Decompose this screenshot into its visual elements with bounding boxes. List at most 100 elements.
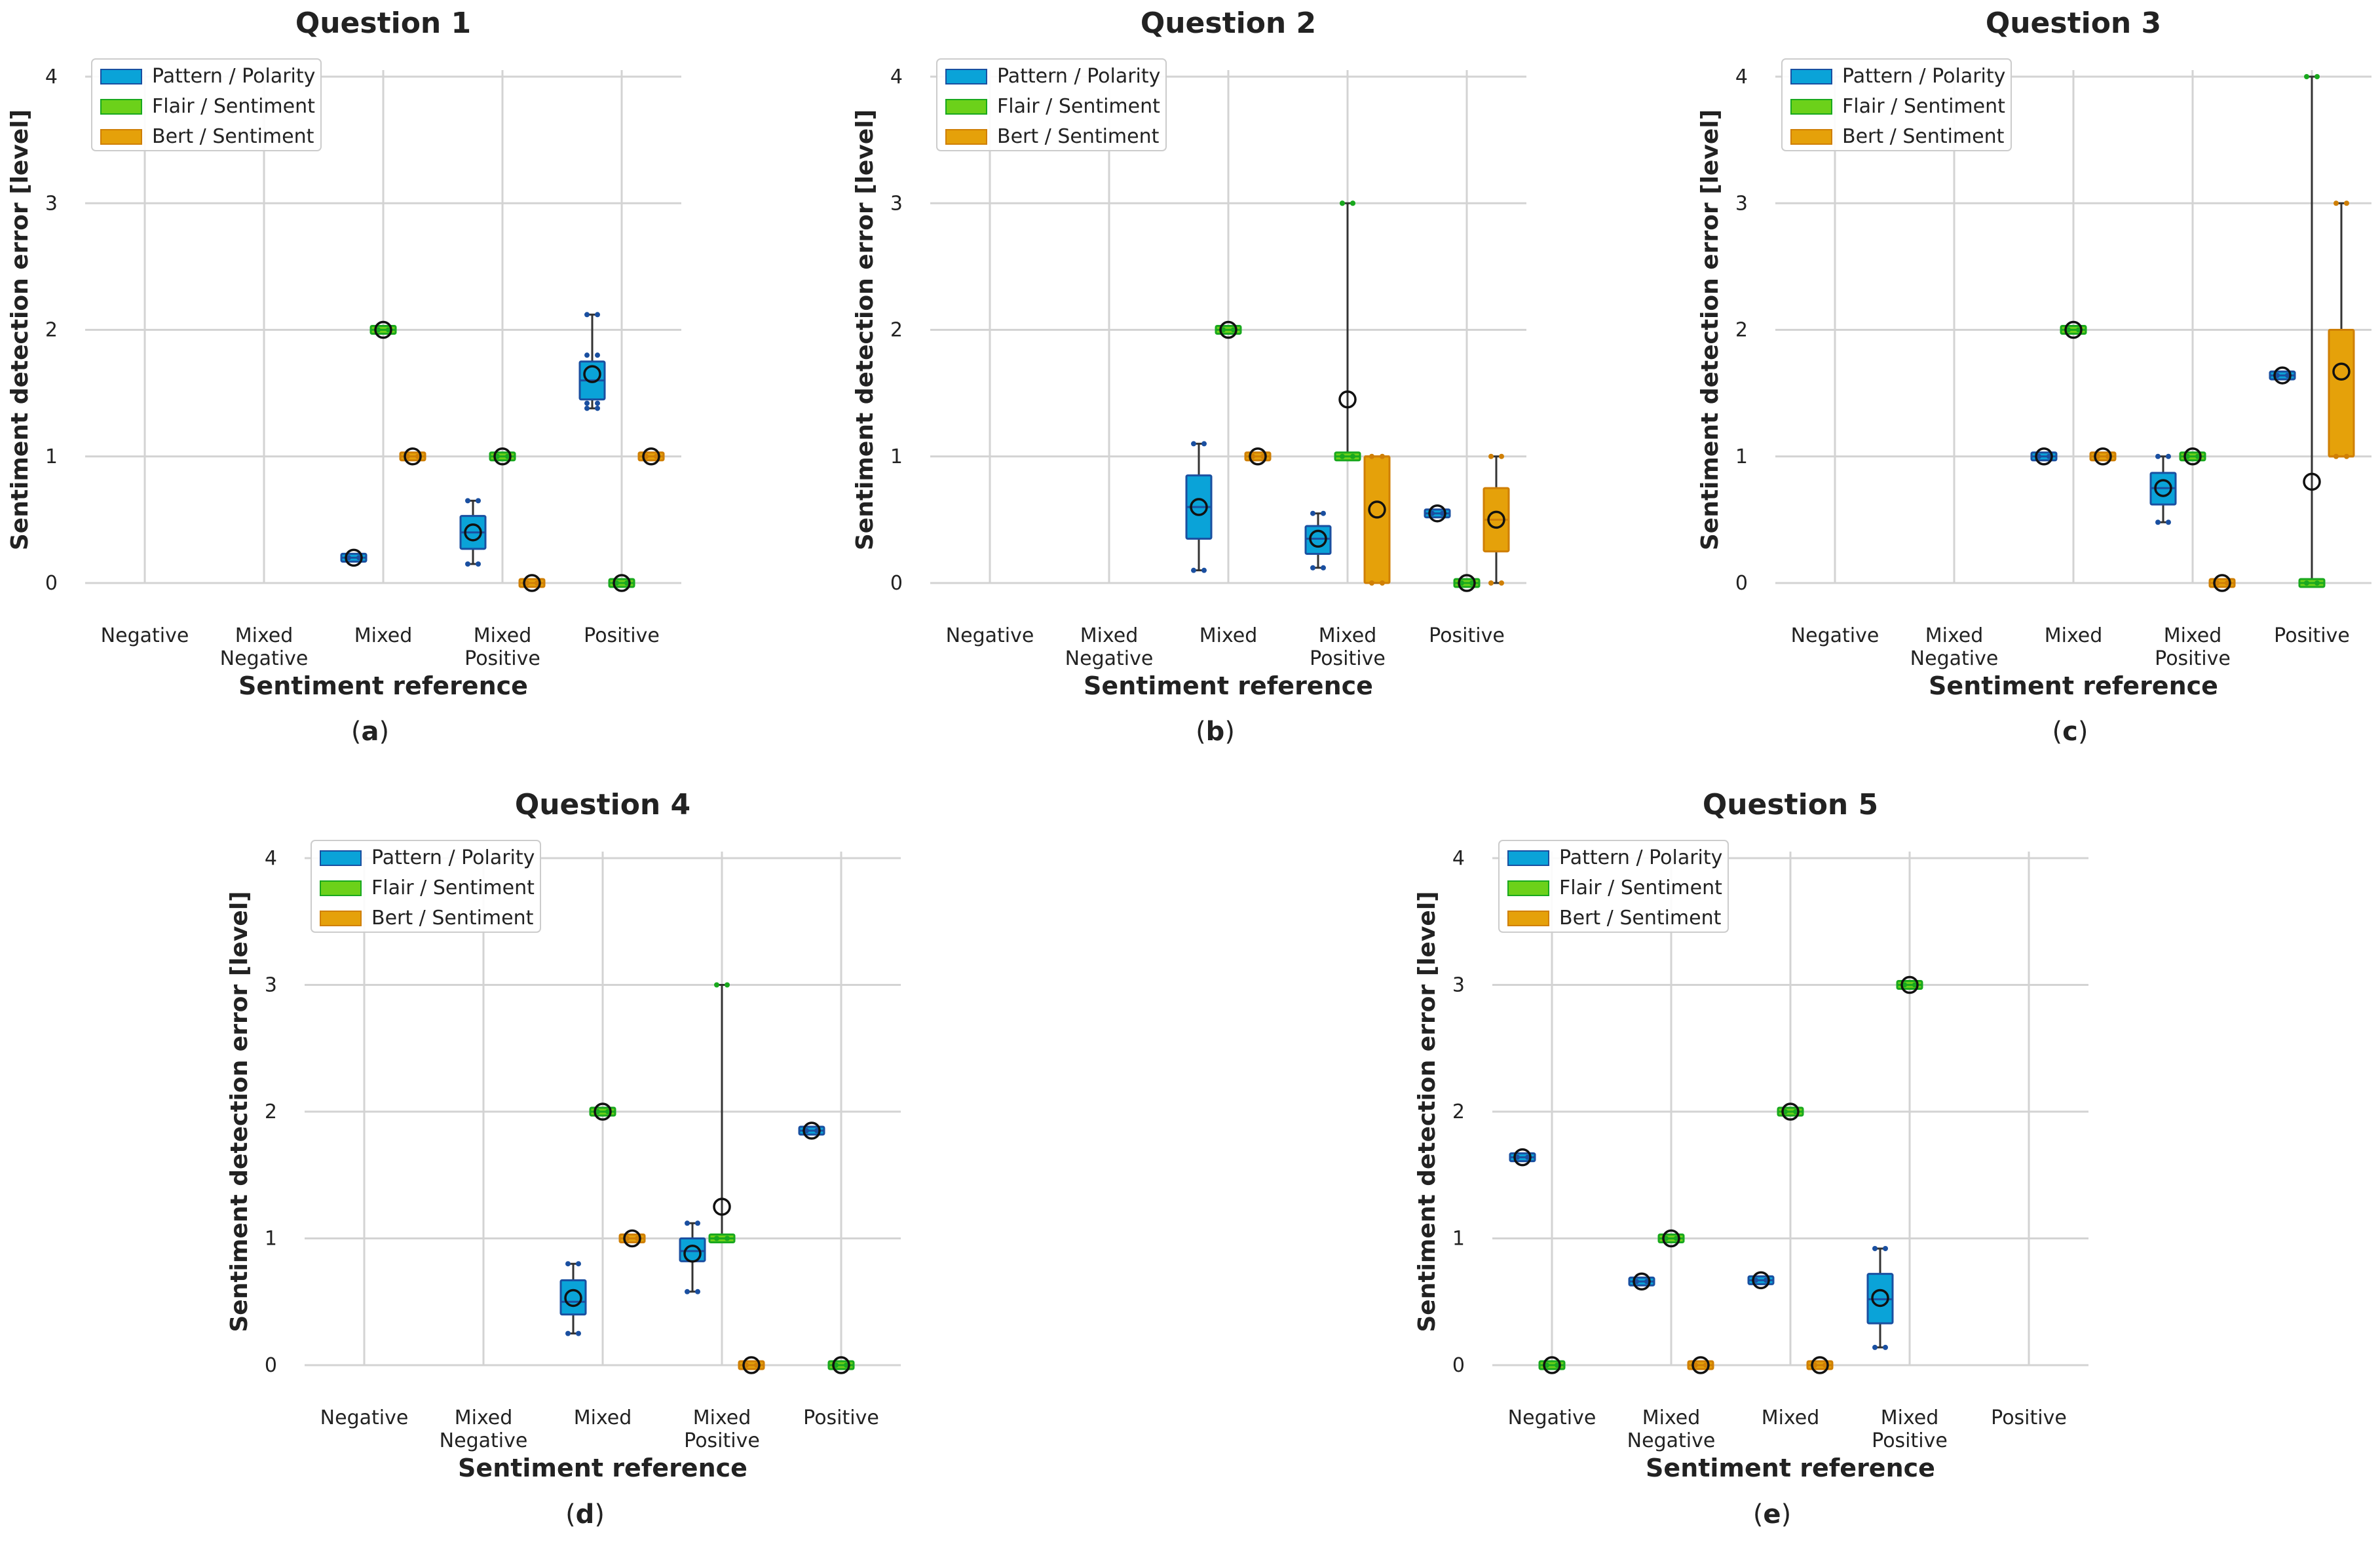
mean-marker	[1900, 975, 1919, 994]
data-point	[1488, 453, 1494, 459]
data-point	[643, 453, 649, 459]
mean-marker	[1811, 1356, 1829, 1374]
legend: Pattern / Polarity Flair / Sentiment Bert …	[1781, 58, 2012, 151]
legend-label: Flair / Sentiment	[371, 876, 535, 899]
box-2-3	[1363, 453, 1391, 586]
caption-close-paren: )	[2078, 717, 2088, 747]
legend-label: Pattern / Polarity	[371, 846, 535, 869]
y-tick-label: 3	[890, 192, 903, 215]
data-point	[1340, 453, 1345, 459]
data-point	[1764, 1277, 1769, 1283]
x-tick-label: Mixed	[574, 1406, 632, 1429]
mean-marker	[1338, 390, 1357, 409]
chart-title: Question 2	[1141, 7, 1316, 40]
panel-caption: (b)	[1196, 717, 1235, 747]
data-point	[754, 1363, 759, 1368]
box-1-3	[1334, 200, 1361, 462]
data-point	[495, 453, 500, 459]
x-tick-label: Positive	[684, 1429, 760, 1452]
data-point	[1220, 327, 1226, 333]
legend-swatch	[1790, 129, 1832, 145]
data-point	[725, 1235, 730, 1241]
data-point	[1634, 1279, 1639, 1285]
data-point	[386, 327, 391, 333]
legend-swatch	[100, 129, 142, 145]
data-point	[476, 561, 481, 567]
data-point	[1544, 1363, 1549, 1368]
mean-marker	[2213, 574, 2231, 592]
mean-marker	[2064, 320, 2083, 339]
box-1-3	[708, 982, 736, 1243]
mean-marker	[1752, 1271, 1770, 1290]
data-point	[524, 580, 529, 586]
data-point	[605, 1109, 611, 1114]
data-point	[2285, 373, 2290, 379]
data-point	[635, 1235, 640, 1241]
box-0-3	[2149, 453, 2177, 525]
legend-label: Bert / Sentiment	[1559, 907, 1722, 930]
legend-label: Flair / Sentiment	[152, 95, 315, 118]
data-point	[1380, 453, 1385, 459]
legend-swatch	[1790, 99, 1832, 115]
data-point	[1812, 1363, 1817, 1368]
x-tick-label: Positive	[1991, 1406, 2067, 1429]
x-tick-label: Negative	[101, 624, 189, 647]
data-point	[405, 453, 410, 459]
box-2-2	[399, 447, 426, 466]
data-point	[1260, 453, 1266, 459]
mean-marker	[623, 1229, 641, 1248]
data-point	[2106, 453, 2111, 459]
data-point	[595, 400, 600, 406]
data-point	[744, 1363, 749, 1368]
mean-marker	[493, 447, 512, 466]
mean-marker	[1428, 504, 1446, 523]
mean-marker	[2332, 362, 2351, 381]
legend-label: Pattern / Polarity	[1842, 65, 2005, 88]
y-axis-label: Sentiment detection error [level]	[226, 891, 253, 1332]
chart-title: Question 1	[295, 7, 471, 40]
data-point	[1883, 1245, 1888, 1251]
mean-marker	[2273, 366, 2292, 385]
y-tick-label: 4	[1735, 66, 1748, 88]
data-point	[1783, 1109, 1788, 1114]
data-point	[1499, 580, 1504, 586]
box-0-2	[559, 1261, 587, 1336]
x-axis-label: Sentiment reference	[238, 671, 528, 700]
legend-swatch	[1507, 911, 1549, 926]
data-point	[2155, 453, 2161, 459]
legend-swatch	[945, 69, 987, 85]
y-tick-label: 4	[1452, 847, 1465, 870]
x-tick-label: Mixed	[474, 624, 532, 647]
box-0-4	[798, 1121, 825, 1140]
data-point	[1350, 200, 1355, 206]
box-1-4	[1453, 574, 1481, 592]
caption-open-paren: (	[1196, 717, 1206, 747]
data-point	[1515, 1154, 1520, 1160]
data-point	[1793, 1109, 1798, 1114]
box-1-1	[1657, 1229, 1685, 1248]
legend-swatch	[100, 99, 142, 115]
data-point	[804, 1128, 809, 1134]
x-tick-label: Negative	[1508, 1406, 1596, 1429]
x-tick-label: Mixed	[235, 624, 293, 647]
data-point	[1872, 1344, 1878, 1350]
legend-swatch	[100, 69, 142, 85]
legend-label: Pattern / Polarity	[152, 65, 315, 88]
data-point	[2166, 453, 2171, 459]
box-0-3	[459, 498, 487, 567]
x-tick-label: Positive	[1429, 624, 1505, 647]
data-point	[1380, 580, 1385, 586]
data-point	[584, 405, 590, 411]
mean-marker	[1513, 1148, 1532, 1167]
caption-open-paren: (	[2052, 717, 2063, 747]
x-tick-label: Negative	[1910, 647, 1999, 670]
box-body	[1363, 455, 1391, 584]
data-point	[2214, 580, 2219, 586]
mean-marker	[742, 1356, 761, 1374]
legend-swatch	[320, 850, 362, 866]
caption-letter: c	[2062, 717, 2078, 747]
panel-caption: (d)	[565, 1499, 605, 1530]
data-point	[346, 555, 351, 561]
data-point	[1693, 1363, 1698, 1368]
box-1-4	[827, 1356, 855, 1374]
